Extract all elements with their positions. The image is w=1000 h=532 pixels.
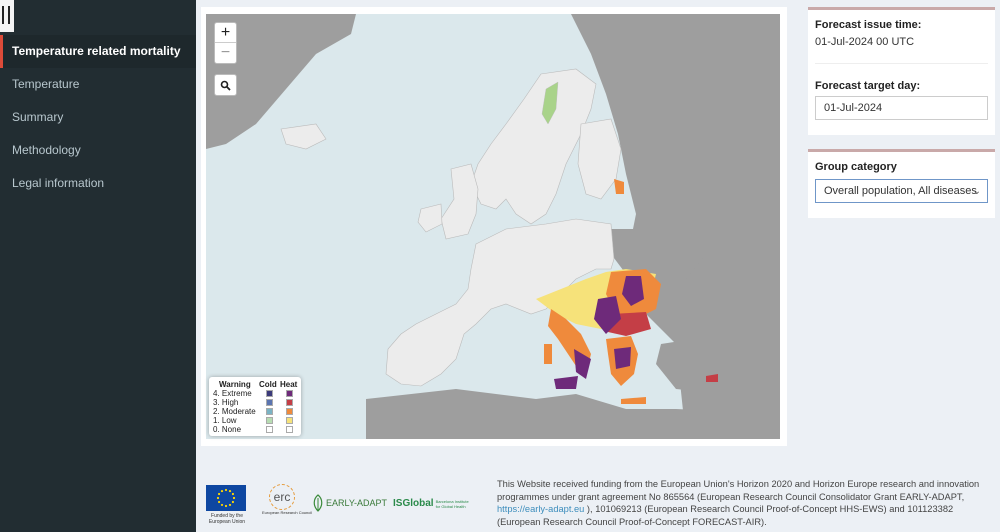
map-card: + − Warning Cold Heat 4. Extreme 3. High 2… [201, 7, 787, 446]
legend-level-label: 3. High [213, 398, 239, 407]
cyprus-heat [706, 374, 718, 382]
legend-cold-swatch [266, 399, 273, 406]
zoom-out-button[interactable]: − [220, 44, 231, 61]
eu-logo: Funded by the European Union [206, 485, 248, 525]
eu-star [228, 489, 232, 493]
greenland-land [206, 14, 356, 149]
legend-cold-swatch [266, 408, 273, 415]
europe-warning-map[interactable] [206, 14, 780, 439]
legend-cold-swatch [266, 417, 273, 424]
finland-land [577, 118, 622, 200]
italy-south-extreme [574, 349, 591, 379]
funding-text-part-1: This Website received funding from the E… [497, 479, 980, 502]
sidebar-item-summary[interactable]: Summary [12, 110, 64, 124]
warning-legend: Warning Cold Heat 4. Extreme 3. High 2. Mo… [209, 377, 301, 436]
erc-logo: erc European Research Council [262, 484, 313, 515]
forecast-target-label: Forecast target day: [815, 80, 921, 92]
legend-heat-swatch [286, 408, 293, 415]
legend-heat-swatch [286, 426, 293, 433]
eu-flag-icon [206, 485, 246, 511]
forecast-panel: Forecast issue time: 01-Jul-2024 00 UTC … [808, 7, 995, 135]
zoom-in-button[interactable]: + [215, 23, 236, 43]
scandinavia-land [470, 68, 597, 225]
uk-land [440, 163, 479, 240]
legend-heat-header: Heat [280, 380, 298, 389]
eu-star [232, 496, 236, 500]
eu-caption: Funded by the European Union [208, 513, 246, 525]
early-adapt-text: EARLY-ADAPT [326, 498, 388, 508]
crete-heat [621, 397, 646, 404]
zoom-control: + − [214, 22, 237, 64]
eu-star [217, 500, 221, 504]
eu-star [224, 488, 228, 492]
sardinia-heat [544, 344, 552, 364]
group-category-selected: Overall population, All diseases [824, 185, 977, 197]
legend-level-label: 2. Moderate [213, 407, 256, 416]
legend-heat-swatch [286, 390, 293, 397]
erc-text: erc [269, 484, 295, 510]
magnifier-icon [220, 80, 231, 91]
legend-level-label: 1. Low [213, 416, 237, 425]
eu-star [231, 492, 235, 496]
legend-level-label: 0. None [213, 425, 242, 434]
sidebar-menu: Temperature related mortality Temperatur… [0, 35, 196, 200]
map-search-button[interactable] [214, 74, 237, 96]
sidebar-item-methodology[interactable]: Methodology [12, 143, 81, 157]
ireland-land [417, 203, 443, 233]
group-category-select[interactable]: Overall population, All diseases ⌄ [815, 179, 988, 203]
isglobal-subtext: Barcelona Institute for Global Health [435, 498, 469, 509]
romania-extreme [622, 276, 644, 306]
forecast-issue-label: Forecast issue time: [815, 19, 922, 31]
eu-star [231, 500, 235, 504]
eu-star [220, 489, 224, 493]
forecast-target-day-input[interactable]: 01-Jul-2024 [815, 96, 988, 120]
early-adapt-logo: EARLY-ADAPT [312, 494, 387, 512]
turkey-land [656, 334, 780, 399]
funding-text-part-2: ), 101069213 (European Research Council … [497, 504, 954, 527]
sidebar-item-temperature-related-mortality[interactable]: Temperature related mortality [0, 35, 196, 68]
forecast-issue-value: 01-Jul-2024 00 UTC [815, 36, 915, 48]
isglobal-logo: ISGlobal Barcelona Institute for Global … [393, 498, 470, 509]
sidebar-toggle-button[interactable] [0, 0, 14, 32]
chevron-down-icon: ⌄ [972, 186, 981, 197]
greece-extreme [614, 347, 631, 369]
russia-land [571, 14, 780, 439]
serbia-extreme [594, 296, 621, 334]
early-adapt-link[interactable]: https://early-adapt.eu [497, 504, 585, 514]
erc-caption: European Research Council [262, 510, 313, 515]
eu-star [217, 492, 221, 496]
sicily-extreme [554, 376, 578, 389]
group-category-label: Group category [815, 161, 897, 173]
group-panel: Group category Overall population, All d… [808, 149, 995, 218]
eu-star [220, 503, 224, 507]
legend-title: Warning [219, 380, 251, 389]
sidebar-item-legal-information[interactable]: Legal information [12, 176, 105, 190]
baltics-orange [614, 179, 624, 194]
eu-star [224, 504, 228, 508]
north-africa-land [366, 389, 780, 439]
funding-statement: This Website received funding from the E… [497, 478, 993, 528]
legend-heat-swatch [286, 399, 293, 406]
isglobal-text: ISGlobal [393, 498, 434, 509]
hamburger-icon [2, 6, 10, 24]
sidebar: Temperature related mortality Temperatur… [0, 0, 196, 532]
legend-cold-swatch [266, 390, 273, 397]
continental-europe-land [385, 218, 615, 387]
legend-cold-header: Cold [259, 380, 277, 389]
legend-level-label: 4. Extreme [213, 389, 252, 398]
iceland-land [280, 123, 327, 150]
leaf-icon [313, 494, 323, 512]
legend-heat-swatch [286, 417, 293, 424]
panel-divider [815, 63, 988, 64]
eu-star [228, 503, 232, 507]
norway-coast-green [541, 81, 559, 125]
eu-star [216, 496, 220, 500]
sidebar-item-temperature[interactable]: Temperature [12, 77, 80, 91]
legend-cold-swatch [266, 426, 273, 433]
